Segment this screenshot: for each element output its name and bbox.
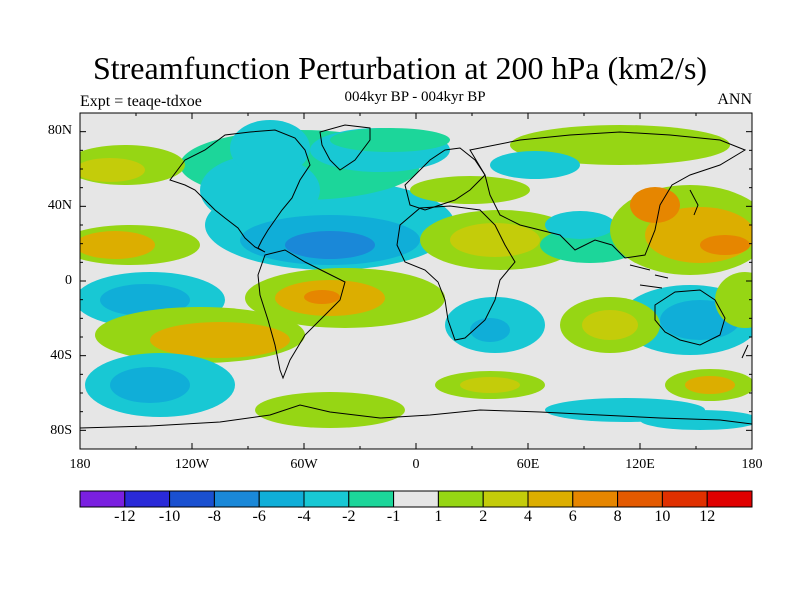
contour-region [150,322,290,358]
lon-label-120e: 120E [625,457,655,472]
colorbar-swatch [437,490,484,508]
experiment-label: Expt = teaqe-tdxoe [80,93,202,110]
colorbar-swatch [348,490,395,508]
coastlines [80,124,752,429]
colorbar-label: 10 [654,508,671,525]
chart-subtitle: 004kyr BP - 004kyr BP [344,89,486,105]
colorbar-swatch [169,490,215,508]
japan-coast [689,189,699,216]
colorbar-swatch [527,490,574,508]
australia-coast [654,289,726,346]
colorbar-swatch [124,490,171,508]
chart-title: Streamfunction Perturbation at 200 hPa (… [92,50,708,86]
colorbar-label: -8 [207,508,222,525]
colorbar-label: -12 [114,508,136,525]
lat-label-40s: 40S [50,348,72,363]
colorbar-label: -4 [297,508,311,525]
contour-region [80,158,145,182]
colorbar-label: 4 [524,508,532,525]
lat-label-80s: 80S [50,423,72,438]
asia-coast [469,131,747,259]
new-zealand-coast [741,344,749,359]
colorbar-label: -2 [342,508,356,525]
colorbar-label: 1 [434,508,443,525]
contour-region [230,120,310,176]
contour-region [460,377,520,393]
colorbar-label: -10 [158,508,181,525]
season-label: ANN [717,91,752,108]
contour-region [255,392,405,428]
colorbar-swatch [393,490,439,508]
colorbar-label: 12 [699,508,716,525]
contour-region [110,367,190,403]
contour-region [545,211,615,239]
africa-coast [396,205,516,341]
colorbar-swatch [617,490,663,508]
colorbar-swatch [258,490,305,508]
colorbar-label: 2 [479,508,488,525]
contour-region [630,187,680,223]
lon-label-180w: 180 [69,457,91,472]
contour-region [200,155,320,225]
south-america-coast [257,249,346,380]
colorbar-label: 8 [613,508,622,525]
axis-ticks [79,112,753,450]
contour-region [640,410,752,430]
contour-region [330,128,450,152]
contour-fills [80,120,752,430]
colorbar-swatch [79,490,126,508]
lat-label-40n: 40N [47,198,72,213]
colorbar-swatch [482,490,529,508]
contour-region [80,231,155,259]
contour-region [285,231,375,259]
contour-region [450,223,540,257]
colorbar-swatch [572,490,619,508]
contour-region [715,272,752,328]
greenland-coast [319,124,371,171]
colorbar-swatch [303,490,350,508]
contour-region [582,310,638,340]
contour-region [700,235,750,255]
europe-coast [404,147,486,211]
colorbar [79,490,753,508]
contour-region [304,290,340,304]
contour-region [490,151,580,179]
indonesia-coast [629,264,669,289]
lon-label-60e: 60E [516,457,540,472]
contour-region [100,284,190,316]
lat-label-0: 0 [65,273,72,288]
colorbar-swatch [661,490,708,508]
north-america-coast [169,129,311,253]
colorbar-swatch [213,490,260,508]
colorbar-label: -1 [386,508,401,525]
contour-region [685,376,735,394]
colorbar-swatch [706,490,753,508]
contour-region [470,318,510,342]
lat-label-80n: 80N [47,123,72,138]
lon-label-60w: 60W [290,457,318,472]
antarctica-coast [80,404,752,429]
lon-label-120w: 120W [174,457,210,472]
colorbar-label: 6 [568,508,577,525]
lon-label-180e: 180 [741,457,763,472]
lon-label-0: 0 [412,457,420,472]
colorbar-label: -6 [252,508,266,525]
